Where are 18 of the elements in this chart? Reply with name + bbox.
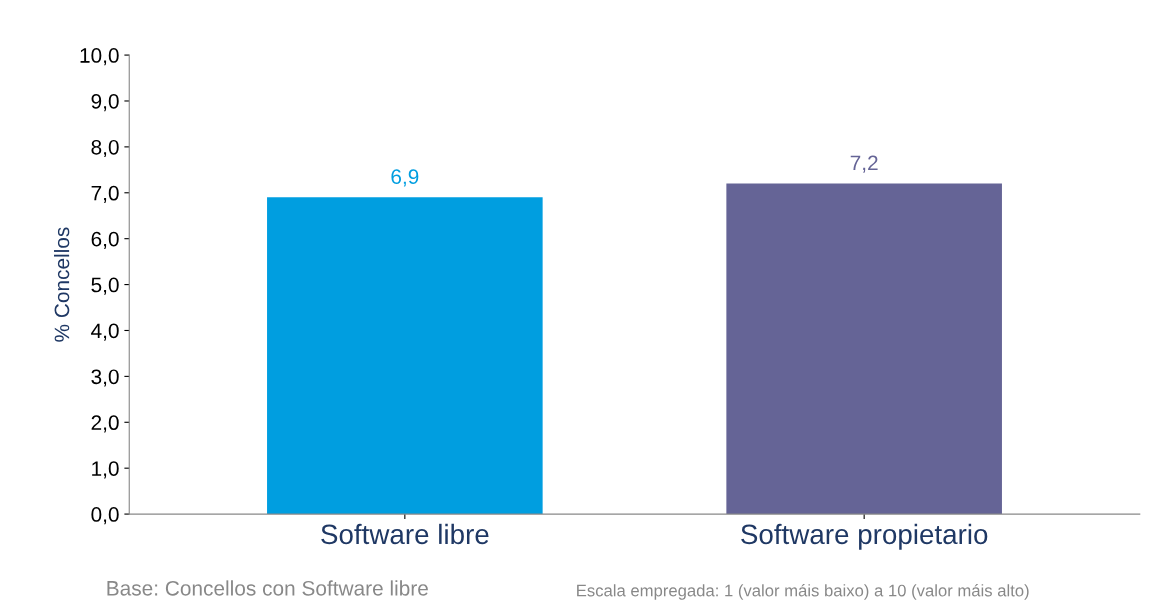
y-tick-label: 5,0 xyxy=(91,277,119,295)
text: Escala empregada: 1 (valor máis baixo) a 10 (valor máis alto) xyxy=(577,584,1029,600)
x-tick-label: Software propietario xyxy=(741,523,988,550)
y-tick-label: 6,0 xyxy=(91,231,119,249)
y-tick-label: 1,0 xyxy=(92,461,119,479)
y-tick-label: 7,0 xyxy=(91,185,119,203)
y-axis-title: % Concellos xyxy=(54,227,70,342)
text: Base: Concellos con Software libre xyxy=(107,580,428,596)
y-tick-label: 8,0 xyxy=(91,139,119,158)
y-tick-label: 2,0 xyxy=(91,415,119,433)
y-tick-label: 10,0 xyxy=(80,48,119,66)
y-tick-label: 4,0 xyxy=(91,323,119,341)
data-label: 7,2 xyxy=(850,155,878,173)
data-label: 6,9 xyxy=(391,169,419,187)
y-tick-label: 3,0 xyxy=(91,369,119,387)
y-tick-label: 0,0 xyxy=(91,507,119,525)
y-tick-label: 9,0 xyxy=(91,93,119,112)
x-tick-label: Software libre xyxy=(321,523,489,545)
